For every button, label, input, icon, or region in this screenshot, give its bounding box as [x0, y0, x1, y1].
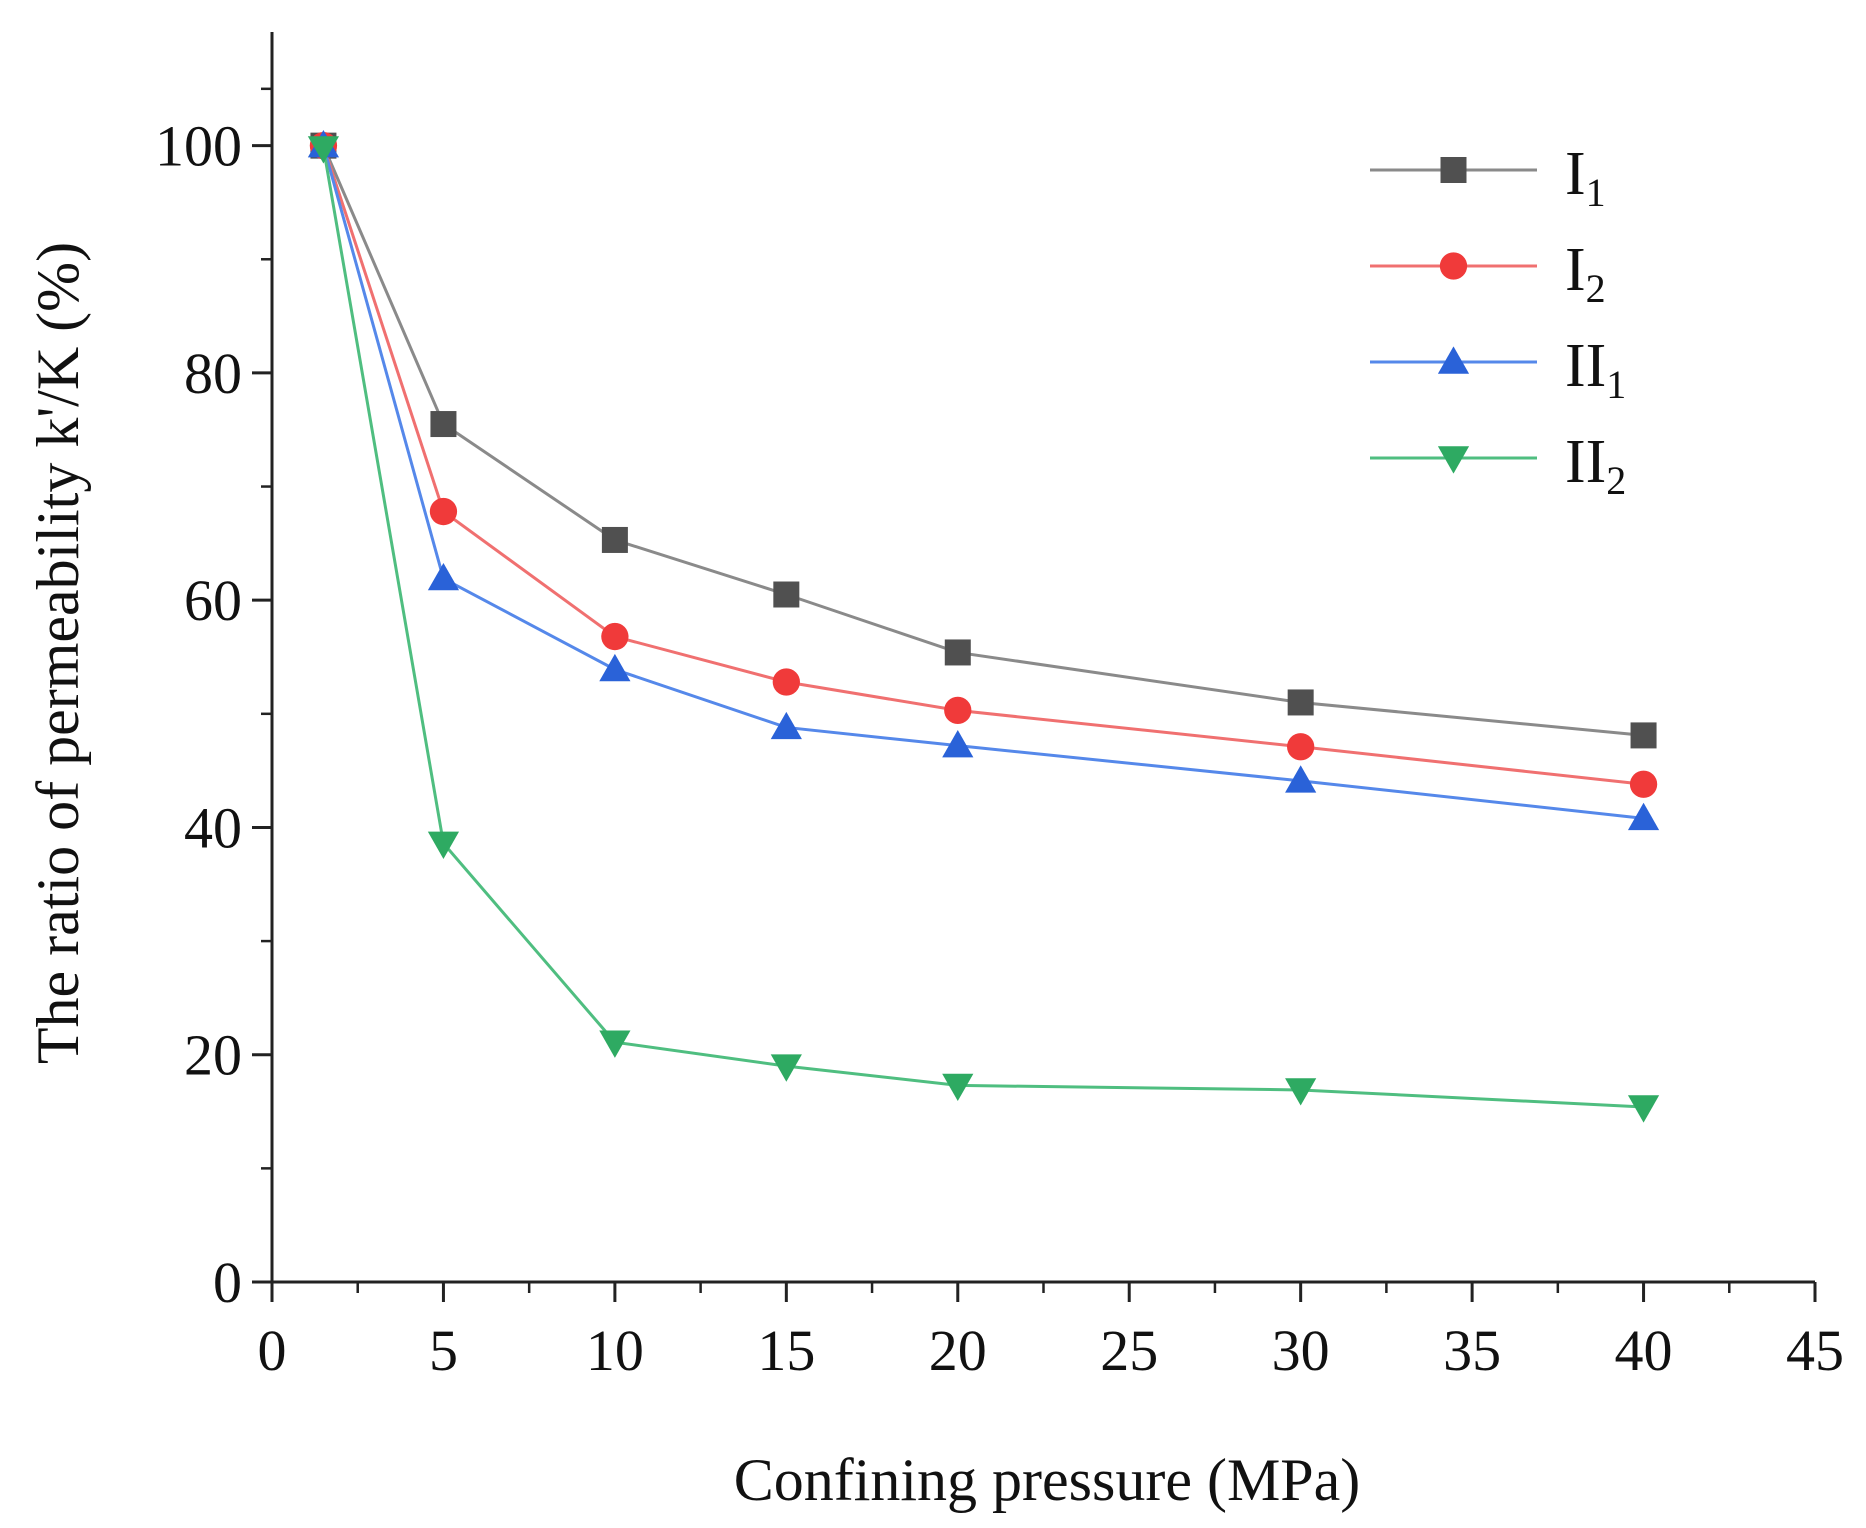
- series-line: [321, 147, 1644, 1109]
- data-point: [944, 696, 972, 725]
- legend-label-subscript: 1: [1606, 362, 1626, 407]
- data-point: [1629, 770, 1658, 798]
- series-ii1: [307, 130, 1660, 831]
- legend-label-main: I: [1565, 140, 1586, 208]
- legend-label: I2: [1565, 236, 1606, 311]
- series-line: [322, 145, 1644, 737]
- series-i1: [310, 132, 1657, 749]
- legend-item: I2: [1370, 236, 1606, 311]
- data-point: [1627, 1095, 1660, 1123]
- data-point: [1287, 733, 1315, 761]
- data-point: [599, 1030, 631, 1058]
- y-tick-label: 0: [213, 1250, 242, 1315]
- series-layer: [307, 130, 1660, 1123]
- data-point: [1285, 1078, 1317, 1106]
- data-point: [307, 136, 340, 164]
- data-point: [429, 497, 458, 526]
- x-tick-label: 45: [1786, 1318, 1844, 1383]
- x-tick-label: 20: [929, 1318, 987, 1383]
- data-point: [773, 581, 800, 608]
- x-tick-label: 15: [757, 1318, 815, 1383]
- legend-label: I1: [1565, 140, 1606, 215]
- y-tick-label: 100: [155, 114, 242, 179]
- legend-label: II1: [1565, 332, 1626, 407]
- data-point: [770, 711, 802, 740]
- data-point: [599, 653, 631, 682]
- axes: 0 5 10 15 20 25 30 35 40 45 0 20 40 60 80 100: [155, 32, 1844, 1383]
- x-tick-label: 30: [1272, 1318, 1330, 1383]
- data-point: [1285, 765, 1317, 793]
- legend-label-subscript: 2: [1586, 266, 1606, 311]
- data-point: [1630, 722, 1657, 749]
- data-point: [770, 1054, 802, 1082]
- data-point: [601, 622, 629, 651]
- x-tick-label: 35: [1443, 1318, 1501, 1383]
- x-tick-label: 0: [258, 1318, 287, 1383]
- legend-item: II1: [1370, 332, 1626, 407]
- data-point: [772, 668, 800, 696]
- legend-label-subscript: 1: [1586, 170, 1606, 215]
- data-point: [942, 1073, 974, 1102]
- legend-label-main: I: [1565, 236, 1586, 304]
- legend-label-main: II: [1565, 332, 1606, 400]
- legend-label-subscript: 2: [1606, 458, 1626, 503]
- x-tick-label: 10: [586, 1318, 644, 1383]
- x-tick-label: 5: [429, 1318, 458, 1383]
- data-point: [427, 562, 460, 591]
- data-point: [944, 639, 971, 666]
- series-line: [322, 145, 1644, 786]
- y-tick-label: 40: [184, 795, 242, 860]
- x-axis-title: Confining pressure (MPa): [734, 1447, 1361, 1513]
- data-point: [1287, 689, 1314, 716]
- legend-item: II2: [1370, 428, 1626, 503]
- data-point: [427, 831, 460, 859]
- y-tick-label: 20: [184, 1023, 242, 1088]
- data-point: [1627, 802, 1660, 831]
- x-tick-label: 25: [1100, 1318, 1158, 1383]
- legend-marker: [1440, 157, 1467, 183]
- y-tick-label: 80: [184, 341, 242, 406]
- legend-marker: [1437, 446, 1470, 474]
- y-tick-label: 60: [184, 568, 242, 633]
- data-point: [430, 411, 457, 438]
- legend-label: II2: [1565, 428, 1626, 503]
- series-ii2: [307, 136, 1660, 1123]
- y-axis-title: The ratio of permeability k'/K (%): [25, 242, 91, 1064]
- data-point: [601, 526, 628, 553]
- legend-marker: [1437, 346, 1470, 374]
- legend-label-main: II: [1565, 428, 1606, 496]
- data-point: [942, 730, 974, 758]
- legend-item: I1: [1370, 140, 1606, 215]
- legend-marker: [1439, 252, 1468, 280]
- x-tick-label: 40: [1615, 1318, 1673, 1383]
